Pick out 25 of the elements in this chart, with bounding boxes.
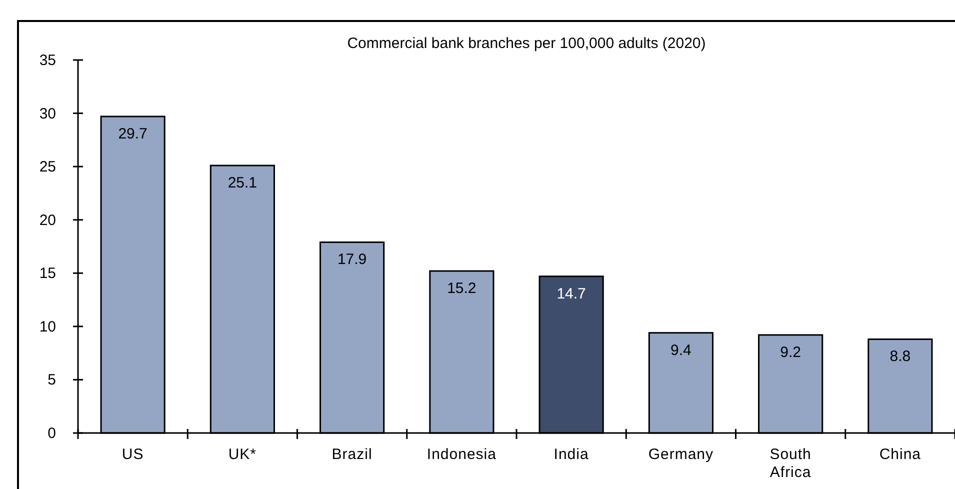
x-tick-label: Brazil [332, 446, 372, 463]
x-tick-label: India [554, 446, 589, 463]
data-label: 9.4 [670, 342, 692, 359]
x-tick-label: China [879, 446, 922, 463]
data-label: 8.8 [890, 348, 911, 366]
chart-title: Commercial bank branches per 100,000 adults (2020) [347, 35, 706, 52]
x-tick-label: South Africa [770, 446, 812, 481]
y-tick-label: 20 [39, 212, 56, 229]
y-tick-label: 10 [39, 318, 56, 336]
y-tick-label: 15 [39, 265, 56, 282]
data-label: 9.2 [780, 344, 801, 361]
y-tick-label: 25 [39, 158, 56, 176]
x-tick-label: Indonesia [426, 446, 497, 463]
y-tick-label: 30 [39, 105, 56, 122]
data-label: 14.7 [556, 285, 586, 302]
data-label: 29.7 [118, 125, 148, 142]
y-tick-label: 5 [48, 372, 56, 389]
x-tick-label: US [122, 446, 144, 463]
data-label: 25.1 [228, 174, 258, 192]
data-label: 15.2 [447, 280, 476, 298]
x-tick-label: Germany [648, 446, 714, 463]
data-label: 17.9 [337, 251, 367, 268]
y-tick-label: 0 [48, 425, 56, 442]
y-tick-label: 35 [39, 52, 56, 69]
x-tick-label: UK* [228, 446, 257, 463]
